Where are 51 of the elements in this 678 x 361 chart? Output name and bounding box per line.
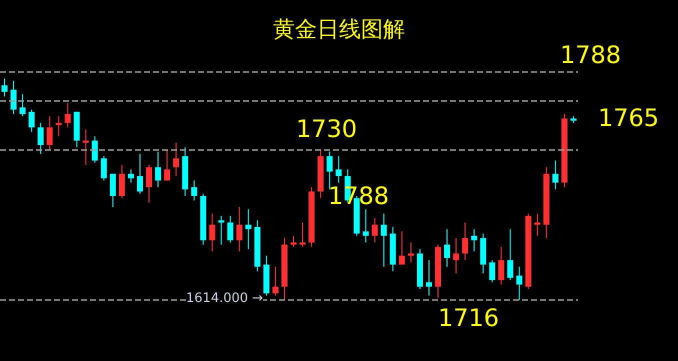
text: 1788: [560, 41, 622, 69]
candlestick: [471, 228, 478, 252]
candlestick: [209, 213, 216, 252]
candlestick: [426, 260, 432, 296]
candlestick: [516, 266, 522, 300]
candlestick: [28, 109, 35, 132]
candlestick: [272, 266, 278, 296]
candlestick: [191, 180, 198, 201]
candlestick: [146, 164, 152, 204]
candlestick: [100, 156, 107, 181]
candlestick: [498, 246, 504, 286]
candlestick: [128, 168, 134, 184]
candlestick: [462, 222, 468, 261]
candlestick: [534, 213, 540, 236]
candlestick: [20, 94, 26, 117]
candlestick: [236, 206, 242, 252]
candlestick: [552, 160, 558, 190]
annotation: 1730: [296, 115, 358, 143]
candlestick: [155, 151, 162, 188]
candlestick: [218, 215, 224, 246]
candlestick: [164, 148, 170, 181]
candlestick: [110, 173, 116, 208]
candlestick: [227, 215, 234, 243]
candlestick: [489, 260, 496, 283]
candlestick: [408, 242, 414, 263]
chart-title: 黄金日线图解: [273, 18, 405, 42]
candlestick: [2, 78, 8, 97]
candlestick: [10, 80, 17, 115]
candlestick: [336, 156, 342, 184]
candlestick: [444, 228, 450, 268]
candlestick: [118, 164, 125, 199]
candlestick: [46, 116, 53, 150]
candlestick: [362, 208, 369, 243]
candlestick: [245, 208, 252, 250]
candlestick: [380, 213, 387, 268]
candlestick: [290, 235, 297, 248]
candlestick: [38, 122, 44, 154]
candlestick: [64, 102, 71, 128]
candlestick: [136, 153, 143, 194]
text: 1716: [438, 304, 500, 332]
text: 1765: [598, 104, 660, 132]
candlestick: [92, 136, 98, 164]
candlestick: [453, 238, 460, 274]
candlestick: [300, 222, 306, 248]
candlestick: [173, 142, 180, 177]
candlestick: [56, 116, 62, 137]
annotation: 1614.000 →: [186, 291, 264, 306]
candlestick: [507, 228, 514, 281]
candlestick: [372, 218, 378, 243]
candlestick: [82, 129, 89, 166]
candlestick: [398, 230, 405, 266]
